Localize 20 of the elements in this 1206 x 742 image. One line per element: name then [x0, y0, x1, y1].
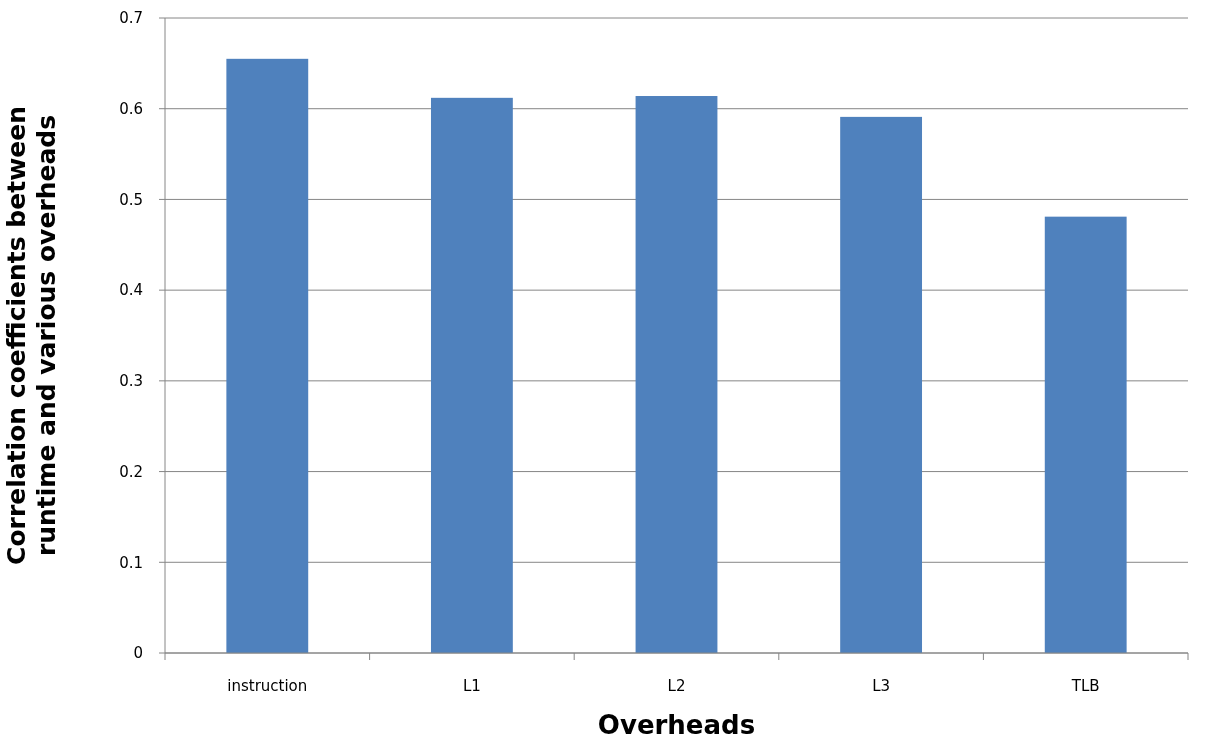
x-tick-label: L3	[872, 677, 891, 695]
bar	[226, 58, 309, 653]
x-tick-label: L1	[462, 677, 481, 695]
y-tick-label: 0	[133, 644, 143, 663]
bar	[635, 96, 718, 653]
x-axis-title: Overheads	[597, 710, 756, 740]
y-tick-label: 0.4	[119, 281, 143, 300]
y-tick-label: 0.7	[119, 9, 143, 28]
y-tick-label: 0.2	[119, 462, 143, 481]
x-tick-label: TLB	[1070, 677, 1100, 695]
bar	[840, 116, 923, 653]
y-tick-label: 0.5	[119, 190, 143, 209]
y-tick-label: 0.1	[119, 553, 143, 572]
y-axis-title: Correlation coefficients between runtime and various overheads	[2, 106, 61, 565]
bar	[430, 97, 513, 653]
x-tick-label: instruction	[227, 677, 308, 695]
bar	[1044, 216, 1127, 653]
x-tick-label: L2	[667, 677, 686, 695]
y-tick-label: 0.3	[119, 372, 143, 391]
y-tick-label: 0.6	[119, 99, 143, 118]
